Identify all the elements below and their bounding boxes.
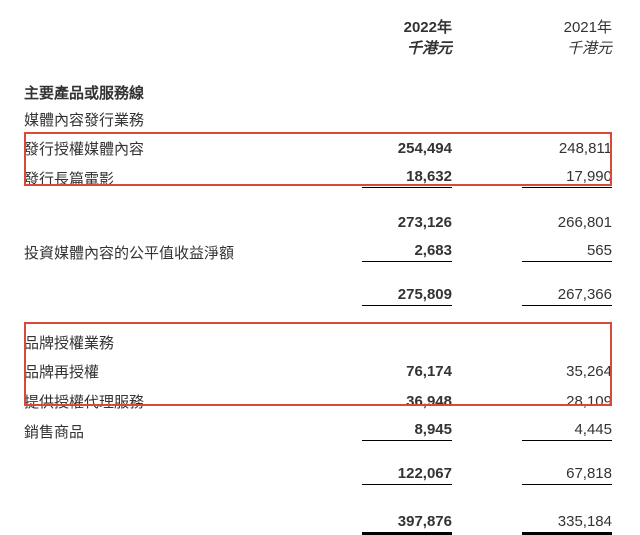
row-label: 投資媒體內容的公平值收益淨額: [24, 242, 362, 263]
cell-2021: 335,184: [522, 513, 612, 533]
cell-2021: 248,811: [522, 140, 612, 157]
cell-2021: 67,818: [522, 465, 612, 485]
cell-2021: 28,109: [522, 393, 612, 410]
cell-2022: 275,809: [362, 286, 452, 306]
group1-title: 媒體內容發行業務: [24, 109, 612, 130]
cell-2021: 266,801: [522, 214, 612, 231]
table-row: 銷售商品 8,945 4,445: [24, 419, 612, 443]
col-2021-year: 2021年: [522, 16, 612, 37]
cell-2022: 36,948: [362, 393, 452, 410]
row-label: 品牌再授權: [24, 361, 362, 382]
section-title: 主要產品或服務線: [24, 82, 612, 103]
col-2022-unit: 千港元: [362, 37, 452, 58]
row-label: 提供授權代理服務: [24, 391, 362, 412]
table-row: 122,067 67,818: [24, 463, 612, 487]
table-row: 品牌再授權 76,174 35,264: [24, 359, 612, 383]
cell-2022: 8,945: [362, 421, 452, 441]
cell-2021: 565: [522, 242, 612, 262]
cell-2022: 2,683: [362, 242, 452, 262]
header-years: 2022年 2021年: [24, 16, 612, 37]
cell-2022: 397,876: [362, 513, 452, 533]
row-label: 發行授權媒體內容: [24, 138, 362, 159]
table-row: 273,126 266,801: [24, 210, 612, 234]
table-row: 提供授權代理服務 36,948 28,109: [24, 389, 612, 413]
table-row: 投資媒體內容的公平值收益淨額 2,683 565: [24, 240, 612, 264]
row-label: 發行長篇電影: [24, 168, 362, 189]
table-row: 發行授權媒體內容 254,494 248,811: [24, 136, 612, 160]
cell-2022: 122,067: [362, 465, 452, 485]
group2-title: 品牌授權業務: [24, 332, 612, 353]
cell-2022: 18,632: [362, 168, 452, 188]
row-label: 銷售商品: [24, 421, 362, 442]
cell-2022: 273,126: [362, 214, 452, 231]
cell-2021: 267,366: [522, 286, 612, 306]
cell-2021: 17,990: [522, 168, 612, 188]
table-row: 發行長篇電影 18,632 17,990: [24, 166, 612, 190]
cell-2021: 35,264: [522, 363, 612, 380]
table-row-total: 397,876 335,184: [24, 511, 612, 535]
cell-2021: 4,445: [522, 421, 612, 441]
table-row: 275,809 267,366: [24, 284, 612, 308]
col-2021-unit: 千港元: [522, 37, 612, 58]
cell-2022: 76,174: [362, 363, 452, 380]
cell-2022: 254,494: [362, 140, 452, 157]
header-units: 千港元 千港元: [24, 37, 612, 58]
col-2022-year: 2022年: [362, 16, 452, 37]
